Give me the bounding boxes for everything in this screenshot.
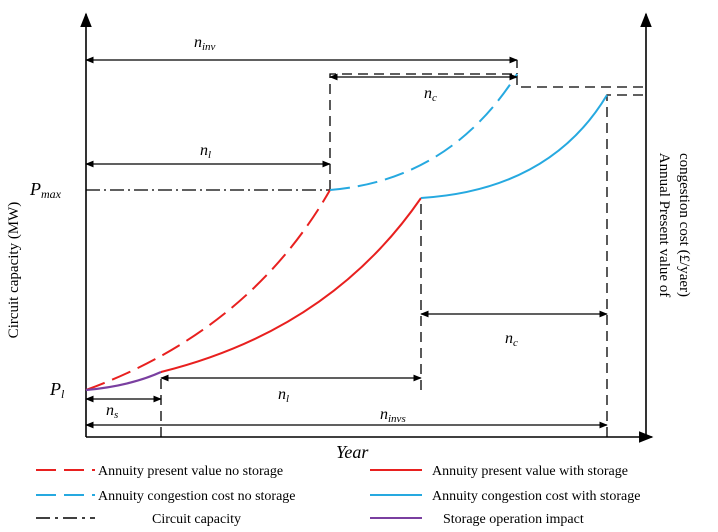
circuit-capacity-step-3 [606, 94, 646, 437]
p-max-label: Pmax [29, 179, 62, 201]
n-l-top-label: nl [200, 142, 211, 161]
annuity-present-value-no-storage-curve [85, 189, 331, 391]
p-l-label: Pl [49, 379, 65, 401]
x-axis-title: Year [336, 442, 369, 462]
annuity-congestion-cost-no-storage-curve [329, 73, 518, 191]
legend-label-circuit-capacity: Circuit capacity [152, 512, 241, 527]
n-invs-label: ninvs [380, 406, 406, 425]
annuity-present-value-with-storage-curve [160, 197, 422, 373]
legend-label-present-with-storage: Annuity present value with storage [432, 464, 628, 479]
n-s-label: ns [106, 402, 118, 421]
y-left-axis-title: Circuit capacity (MW) [6, 202, 22, 339]
annuity-congestion-cost-with-storage-curve [420, 94, 608, 199]
legend: Annuity present value no storage Annuity… [36, 464, 640, 527]
y-right-axis-title-line1: Annual Present value of [656, 153, 672, 298]
n-inv-label: ninv [194, 34, 216, 53]
legend-label-congestion-with-storage: Annuity congestion cost with storage [432, 489, 640, 504]
n-c-bottom-label: nc [505, 330, 518, 349]
legend-label-present-no-storage: Annuity present value no storage [98, 464, 283, 479]
circuit-capacity-step-1 [329, 73, 646, 190]
legend-label-storage-impact: Storage operation impact [443, 512, 584, 527]
n-c-top-label: nc [424, 85, 437, 104]
y-right-axis-title-line2: congestion cost (£/yaer) [676, 153, 692, 297]
n-l-bottom-label: nl [278, 386, 289, 405]
legend-label-congestion-no-storage: Annuity congestion cost no storage [98, 489, 296, 504]
storage-operation-impact-curve [85, 370, 162, 392]
